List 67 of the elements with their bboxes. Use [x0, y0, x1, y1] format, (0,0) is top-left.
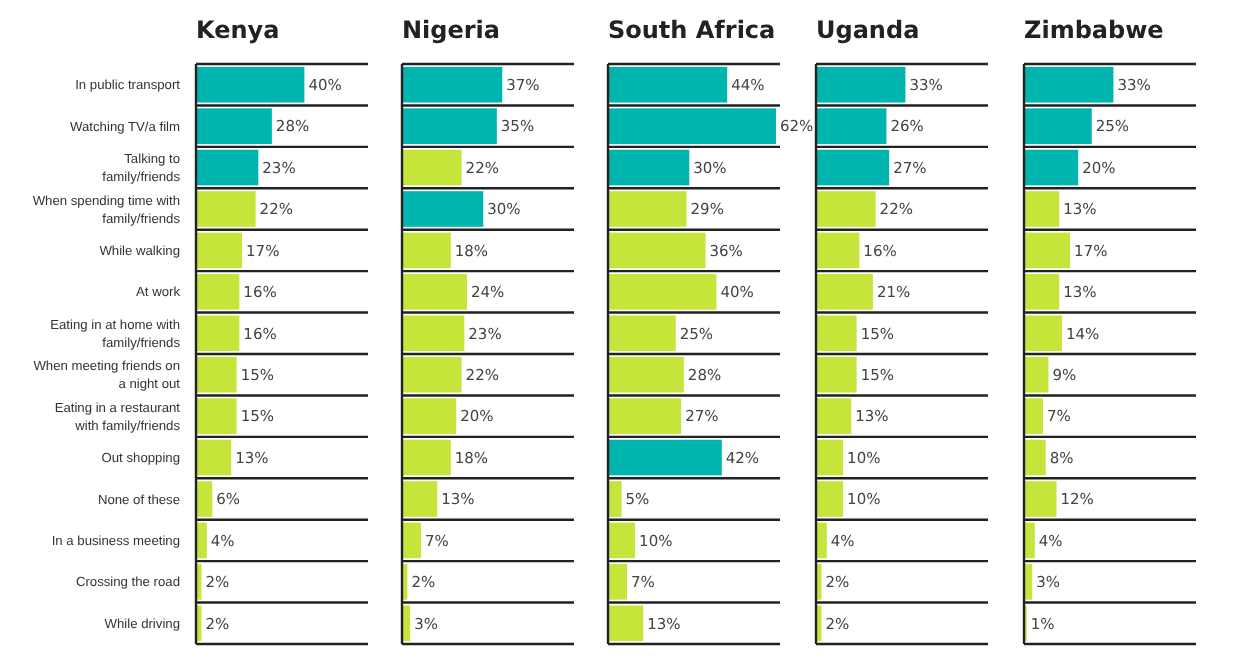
bar — [1024, 439, 1046, 476]
bar — [608, 522, 636, 559]
bar — [816, 522, 827, 559]
chart-title: South Africa — [608, 16, 776, 44]
bar — [608, 149, 690, 186]
bar — [1024, 149, 1079, 186]
bar — [608, 66, 728, 103]
bar — [196, 481, 213, 517]
bar — [816, 439, 844, 476]
bar — [1024, 108, 1092, 144]
bar — [1024, 232, 1071, 269]
bar — [196, 66, 305, 103]
bar — [1024, 66, 1114, 103]
bar — [1024, 315, 1062, 352]
bar — [402, 439, 451, 476]
bar — [402, 315, 465, 352]
bar — [816, 398, 852, 434]
chart-title: Kenya — [196, 16, 280, 44]
chart-title: Nigeria — [402, 16, 501, 44]
bar — [608, 356, 684, 393]
bar — [608, 108, 776, 144]
bar — [1024, 522, 1035, 559]
bar — [608, 564, 627, 600]
bar — [816, 66, 906, 103]
bar — [402, 108, 497, 144]
bar — [608, 191, 687, 227]
bar — [196, 149, 259, 186]
bar — [608, 605, 644, 642]
bar — [1024, 356, 1049, 393]
bar — [196, 108, 272, 144]
bar — [196, 232, 243, 269]
bar — [816, 149, 890, 186]
bar — [402, 522, 421, 559]
bar — [402, 149, 462, 186]
bar — [402, 232, 451, 269]
bar — [608, 315, 676, 352]
bar — [608, 274, 717, 310]
bar — [816, 191, 876, 227]
bar — [816, 481, 844, 517]
bar — [816, 356, 857, 393]
bar — [816, 274, 873, 310]
bar — [816, 315, 857, 352]
bar — [402, 66, 503, 103]
bar — [402, 398, 457, 434]
bar — [196, 439, 232, 476]
bar — [608, 398, 682, 434]
chart-title: Zimbabwe — [1024, 16, 1164, 44]
bar — [196, 315, 240, 352]
bar — [816, 108, 887, 144]
bar — [608, 481, 622, 517]
bar — [402, 481, 438, 517]
bar — [196, 522, 207, 559]
bar — [1024, 191, 1060, 227]
bar — [608, 232, 706, 269]
bar — [402, 356, 462, 393]
chart-title: Uganda — [816, 16, 920, 44]
bar — [196, 398, 237, 434]
bar — [816, 232, 860, 269]
bar — [196, 274, 240, 310]
bar — [196, 191, 256, 227]
bar — [402, 274, 468, 310]
bar — [402, 191, 484, 227]
bar — [1024, 481, 1057, 517]
bar — [196, 356, 237, 393]
bar — [1024, 274, 1060, 310]
bar — [1024, 398, 1043, 434]
bar — [608, 439, 722, 476]
